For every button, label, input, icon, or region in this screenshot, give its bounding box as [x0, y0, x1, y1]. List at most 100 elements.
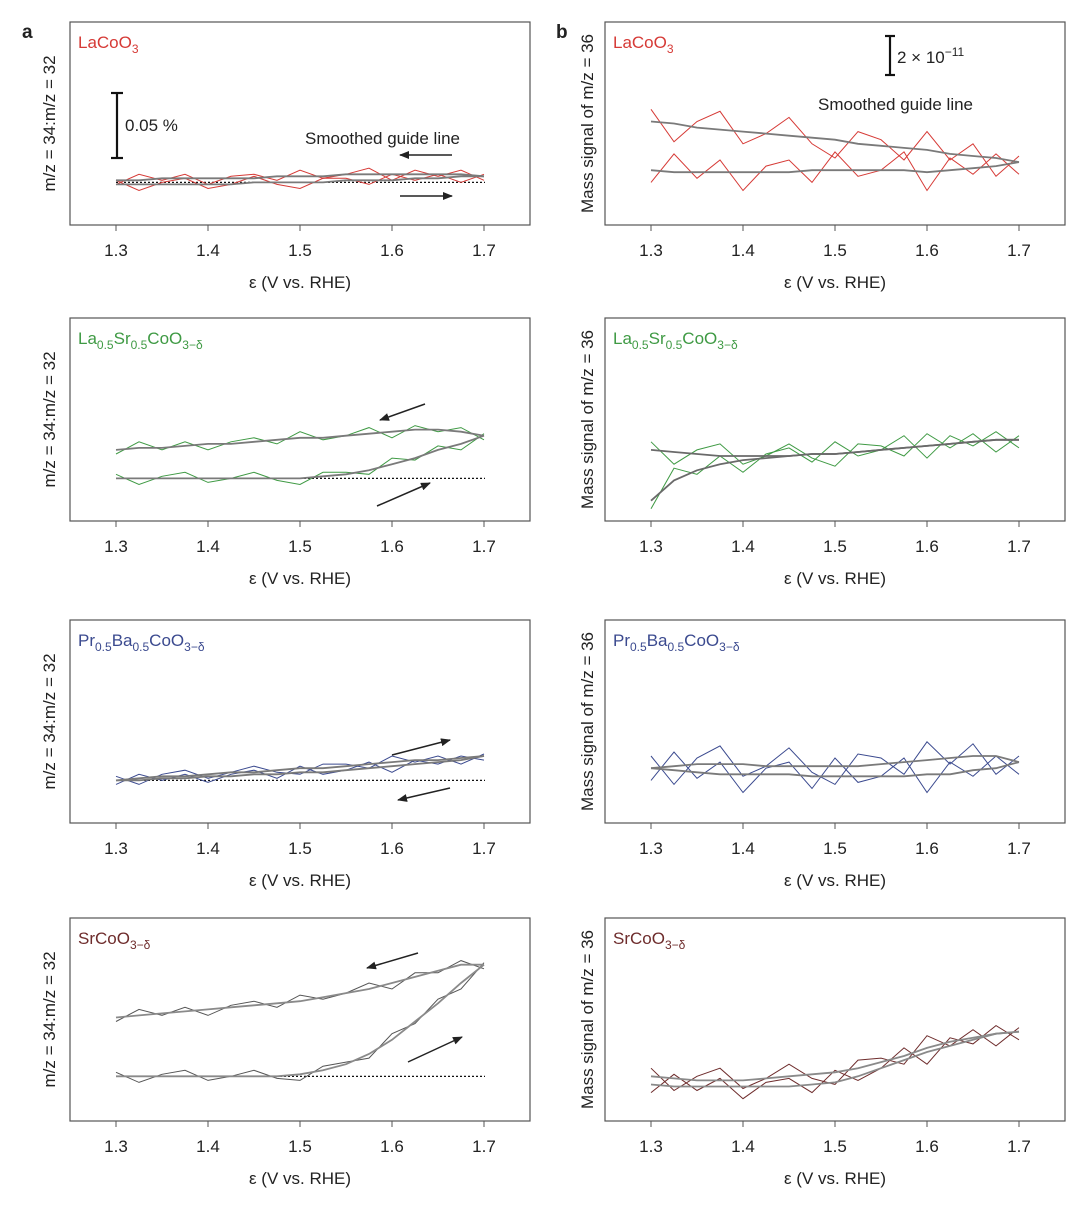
x-tick-label: 1.3 [104, 1137, 128, 1156]
x-tick-label: 1.5 [823, 241, 847, 260]
x-tick-label: 1.3 [639, 839, 663, 858]
x-tick-label: 1.5 [288, 241, 312, 260]
x-tick-label: 1.5 [823, 839, 847, 858]
label-part: 0.5 [630, 640, 647, 654]
x-tick-label: 1.7 [1007, 241, 1031, 260]
smoothed-guide-line [650, 120, 1020, 163]
x-tick-label: 1.7 [472, 1137, 496, 1156]
data-trace [650, 751, 1020, 794]
data-trace [115, 960, 485, 1022]
x-tick-label: 1.6 [380, 839, 404, 858]
smoothed-guide-line [115, 428, 485, 451]
x-tick-label: 1.5 [823, 1137, 847, 1156]
sweep-arrow [397, 787, 451, 802]
label-part: LaCoO [78, 33, 132, 52]
sample-label: La0.5Sr0.5CoO3−δ [78, 329, 203, 352]
data-trace [650, 741, 1020, 786]
smoothed-guide-line [650, 1030, 1020, 1088]
y-axis-title: m/z = 34:m/z = 32 [40, 55, 59, 191]
x-axis-title: ε (V vs. RHE) [784, 273, 886, 292]
x-tick-label: 1.3 [639, 241, 663, 260]
sweep-arrow [391, 738, 451, 756]
label-part: 3−δ [719, 640, 740, 654]
smoothed-guide-line [650, 438, 1019, 502]
x-tick-label: 1.7 [472, 839, 496, 858]
x-tick-label: 1.5 [288, 537, 312, 556]
smoothed-guide-line [116, 173, 485, 182]
sample-label: SrCoO3−δ [78, 929, 151, 952]
x-tick-label: 1.7 [472, 241, 496, 260]
label-part: 0.5 [632, 338, 649, 352]
label-part: 0.5 [132, 640, 149, 654]
y-axis-title: m/z = 34:m/z = 32 [40, 653, 59, 789]
scale-bars [111, 34, 895, 160]
x-tick-label: 1.5 [823, 537, 847, 556]
smoothed-guide-line [116, 963, 485, 1078]
x-axis-title: ε (V vs. RHE) [784, 1169, 886, 1188]
label-part: SrCoO [613, 929, 665, 948]
x-tick-label: 1.3 [104, 241, 128, 260]
data-trace [115, 425, 485, 455]
smoothed-guide-line [115, 963, 484, 1019]
label-part: Pr [78, 631, 95, 650]
smoothed-guide-line [650, 161, 1020, 174]
x-tick-label: 1.5 [288, 839, 312, 858]
x-tick-label: 1.5 [288, 1137, 312, 1156]
y-axis-title: m/z = 34:m/z = 32 [40, 951, 59, 1087]
smoothed-guide-line [116, 755, 485, 782]
arrows [366, 151, 463, 1063]
sweep-arrow [376, 482, 431, 507]
x-tick-label: 1.6 [915, 839, 939, 858]
x-axis-title: ε (V vs. RHE) [249, 273, 351, 292]
x-tick-label: 1.4 [196, 537, 220, 556]
label-part: 3−δ [130, 938, 151, 952]
x-tick-label: 1.7 [1007, 1137, 1031, 1156]
x-axis-title: ε (V vs. RHE) [249, 1169, 351, 1188]
label-part: Sr [649, 329, 666, 348]
sweep-arrow [366, 952, 419, 970]
guide-label: Smoothed guide line [818, 95, 973, 114]
y-axis-title: m/z = 34:m/z = 32 [40, 351, 59, 487]
label-part: Ba [647, 631, 668, 650]
label-part: 3−δ [717, 338, 738, 352]
label-part: LaCoO [613, 33, 667, 52]
x-tick-label: 1.6 [380, 1137, 404, 1156]
label-part: CoO [149, 631, 184, 650]
label-part: 0.05 % [125, 116, 178, 135]
label-part: −11 [945, 45, 965, 59]
guide-label: Smoothed guide line [305, 129, 460, 148]
label-part: 3−δ [184, 640, 205, 654]
x-tick-label: 1.4 [196, 1137, 220, 1156]
x-tick-label: 1.3 [104, 537, 128, 556]
y-axis-title: Mass signal of m/z = 36 [578, 930, 597, 1109]
x-axis-title: ε (V vs. RHE) [249, 569, 351, 588]
label-part: Ba [112, 631, 133, 650]
sample-label: Pr0.5Ba0.5CoO3−δ [613, 631, 740, 654]
smoothed-guide-line [650, 1030, 1020, 1082]
label-part: 3−δ [182, 338, 203, 352]
smoothed-guide-line [115, 755, 485, 782]
label-part: CoO [684, 631, 719, 650]
label-part: La [78, 329, 97, 348]
label-part: 3 [132, 42, 139, 56]
x-tick-label: 1.7 [1007, 839, 1031, 858]
label-part: CoO [147, 329, 182, 348]
label-part: La [613, 329, 632, 348]
label-part: Sr [114, 329, 131, 348]
label-part: SrCoO [78, 929, 130, 948]
smoothed-guide-line [116, 434, 485, 480]
x-axis-title: ε (V vs. RHE) [249, 871, 351, 890]
x-tick-label: 1.4 [196, 839, 220, 858]
label-part: CoO [682, 329, 717, 348]
x-tick-label: 1.7 [472, 537, 496, 556]
sample-label: SrCoO3−δ [613, 929, 686, 952]
sweep-arrow [379, 403, 426, 421]
label-part: 3−δ [665, 938, 686, 952]
panel-label: b [556, 22, 568, 43]
x-tick-label: 1.3 [104, 839, 128, 858]
smoothed-guide-line [116, 175, 484, 186]
x-tick-label: 1.4 [196, 241, 220, 260]
x-tick-label: 1.6 [915, 241, 939, 260]
x-tick-label: 1.6 [915, 1137, 939, 1156]
